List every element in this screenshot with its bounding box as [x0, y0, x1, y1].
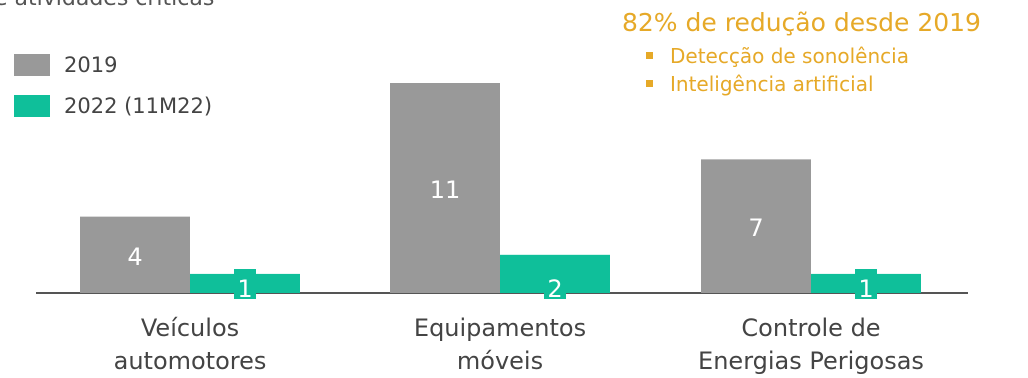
data-label: 1	[237, 275, 252, 303]
callout-item-drowsiness: Detecção de sonolência	[646, 42, 981, 70]
callout-item-label: Detecção de sonolência	[670, 44, 909, 68]
callout-list: Detecção de sonolência Inteligência arti…	[646, 42, 981, 98]
header-fragment: e atividades críticas	[0, 0, 214, 11]
callout-item-ai: Inteligência artificial	[646, 70, 981, 98]
bar-2019-3	[701, 159, 811, 293]
data-label: 4	[127, 243, 142, 271]
callout-item-label: Inteligência artificial	[670, 72, 874, 96]
bullet-icon	[646, 80, 653, 87]
bar-2019-2	[390, 83, 500, 293]
data-label: 11	[430, 176, 461, 204]
data-label: 7	[748, 214, 763, 242]
legend-label-2022: 2022 (11M22)	[64, 94, 213, 118]
bar-2019-1	[80, 216, 190, 293]
data-label-box	[234, 269, 256, 299]
callout-title: 82% de redução desde 2019	[622, 8, 981, 37]
reduction-callout: 82% de redução desde 2019 Detecção de so…	[622, 8, 981, 98]
x-tick-label: Energias Perigosas	[698, 347, 924, 375]
x-tick-label: Equipamentos	[414, 314, 586, 342]
data-label-box	[855, 269, 877, 299]
x-tick-label: automotores	[114, 347, 267, 375]
legend-item-2022: 2022 (11M22)	[14, 94, 212, 118]
legend-label-2019: 2019	[64, 53, 118, 77]
data-label: 1	[858, 275, 873, 303]
legend-swatch-2022	[14, 95, 50, 117]
x-tick-label: Controle de	[741, 314, 880, 342]
x-tick-label: móveis	[457, 347, 543, 375]
data-label: 2	[547, 275, 562, 303]
data-label-box	[544, 269, 566, 299]
legend-item-2019: 2019	[14, 53, 117, 77]
bullet-icon	[646, 52, 653, 59]
legend-swatch-2019	[14, 54, 50, 76]
x-tick-label: Veículos	[141, 314, 239, 342]
